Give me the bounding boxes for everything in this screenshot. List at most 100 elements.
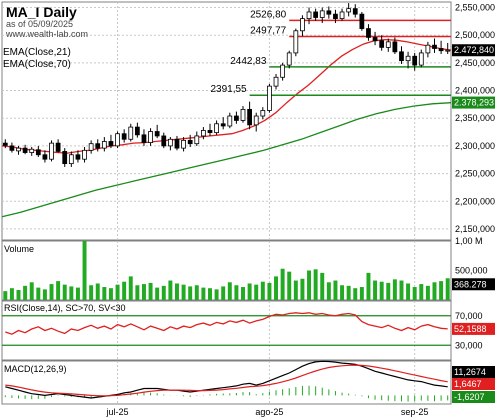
volume-bar xyxy=(280,268,285,300)
candle-up xyxy=(385,41,391,48)
volume-bar xyxy=(406,283,411,300)
volume-bar xyxy=(274,276,279,300)
volume-bar xyxy=(42,289,47,300)
volume-bar xyxy=(267,282,272,300)
candle-down xyxy=(366,28,371,38)
candle-down xyxy=(174,138,180,149)
candle-up xyxy=(101,141,107,149)
volume-bar xyxy=(241,287,245,300)
macd-value-tag-bg xyxy=(452,391,495,403)
volume-bar xyxy=(307,270,312,300)
candle-up xyxy=(280,64,286,78)
candle-down xyxy=(207,130,213,134)
volume-bar xyxy=(89,285,94,300)
macd-value-tag: 11,2674 xyxy=(454,367,486,377)
price-tick-label: 2,250,000 xyxy=(455,169,495,179)
candle-down xyxy=(326,10,332,15)
volume-bar xyxy=(3,291,8,300)
x-tick-label: jul-25 xyxy=(106,407,129,417)
volume-bar xyxy=(9,288,14,300)
candle-down xyxy=(247,108,252,126)
candle-up xyxy=(82,149,87,160)
candle-down xyxy=(108,141,114,147)
candle-down xyxy=(55,142,61,152)
level-label: 2442,83 xyxy=(230,56,267,67)
volume-bar xyxy=(392,279,397,300)
level-label: 2526,80 xyxy=(250,9,287,20)
chart-date: as of 05/09/2025 xyxy=(6,19,73,29)
volume-bar xyxy=(148,282,153,300)
volume-tick-label: 1,00 M xyxy=(455,236,483,246)
price-tick-label: 2,350,000 xyxy=(455,113,495,123)
volume-bar xyxy=(300,278,305,300)
price-value-tag-bg xyxy=(452,96,495,109)
candle-up xyxy=(49,142,54,160)
rsi-panel-title: RSI(Close,14), SC>70, SV<30 xyxy=(4,303,126,313)
rsi-panel-frame xyxy=(1,300,452,361)
volume-bar xyxy=(128,276,133,300)
rsi-value-tag-bg xyxy=(452,322,495,335)
volume-bar xyxy=(155,287,160,300)
volume-bar xyxy=(399,280,404,300)
candle-up xyxy=(148,131,153,143)
volume-bar xyxy=(108,288,113,300)
volume-bar xyxy=(359,287,364,300)
candle-up xyxy=(405,55,411,62)
candle-down xyxy=(75,154,81,160)
candle-down xyxy=(399,51,404,62)
price-tick-label: 2,150,000 xyxy=(455,224,495,234)
candle-up xyxy=(167,138,173,147)
volume-bar xyxy=(293,280,298,300)
volume-value-tag-bg xyxy=(452,278,495,291)
candle-up xyxy=(339,11,345,20)
volume-bar xyxy=(386,282,391,300)
volume-bar xyxy=(419,284,424,300)
volume-bar xyxy=(168,280,173,300)
macd-value-tag-bg xyxy=(452,366,495,378)
volume-bar xyxy=(425,285,430,300)
volume-value-tag: 368.278 xyxy=(454,279,487,289)
volume-bar xyxy=(234,285,239,300)
volume-bar xyxy=(260,281,265,300)
candle-down xyxy=(2,142,8,146)
volume-bar xyxy=(326,282,331,300)
volume-bar xyxy=(95,283,100,300)
rsi-line xyxy=(5,312,448,335)
candle-down xyxy=(438,48,444,52)
candle-up xyxy=(306,11,312,20)
price-panel-frame xyxy=(1,1,452,241)
macd-signal-line xyxy=(5,364,448,397)
candle-down xyxy=(379,40,385,48)
price-tick-label: 2,550,000 xyxy=(455,3,495,13)
volume-bar xyxy=(62,284,67,300)
candle-up xyxy=(286,52,292,66)
volume-bar xyxy=(439,281,444,300)
volume-bar xyxy=(208,288,212,300)
candle-up xyxy=(88,143,94,151)
candle-up xyxy=(253,115,259,126)
candle-down xyxy=(313,11,319,18)
rsi-tick-label: 70,000 xyxy=(455,311,483,321)
volume-bar xyxy=(366,272,371,300)
volume-bar xyxy=(56,281,61,300)
volume-bar xyxy=(69,286,74,300)
chart-site: www.wealth-lab.com xyxy=(5,29,88,39)
volume-bar xyxy=(287,271,292,300)
candle-down xyxy=(121,133,127,140)
volume-bar xyxy=(49,284,54,300)
candle-down xyxy=(187,139,193,145)
candle-up xyxy=(260,110,266,117)
volume-bar xyxy=(313,269,318,300)
price-tick-label: 2,450,000 xyxy=(455,58,495,68)
price-tick-label: 2,200,000 xyxy=(455,196,495,206)
rsi-tick-label: 30,000 xyxy=(455,340,483,350)
volume-bar xyxy=(122,281,127,300)
candle-up xyxy=(68,154,74,165)
candle-up xyxy=(319,10,325,18)
candle-up xyxy=(194,135,200,145)
volume-bar xyxy=(161,285,166,300)
candle-down xyxy=(234,115,239,121)
candle-down xyxy=(62,151,68,165)
ema-long-legend: EMA(Close,70) xyxy=(3,59,71,70)
volume-bar xyxy=(181,284,186,300)
